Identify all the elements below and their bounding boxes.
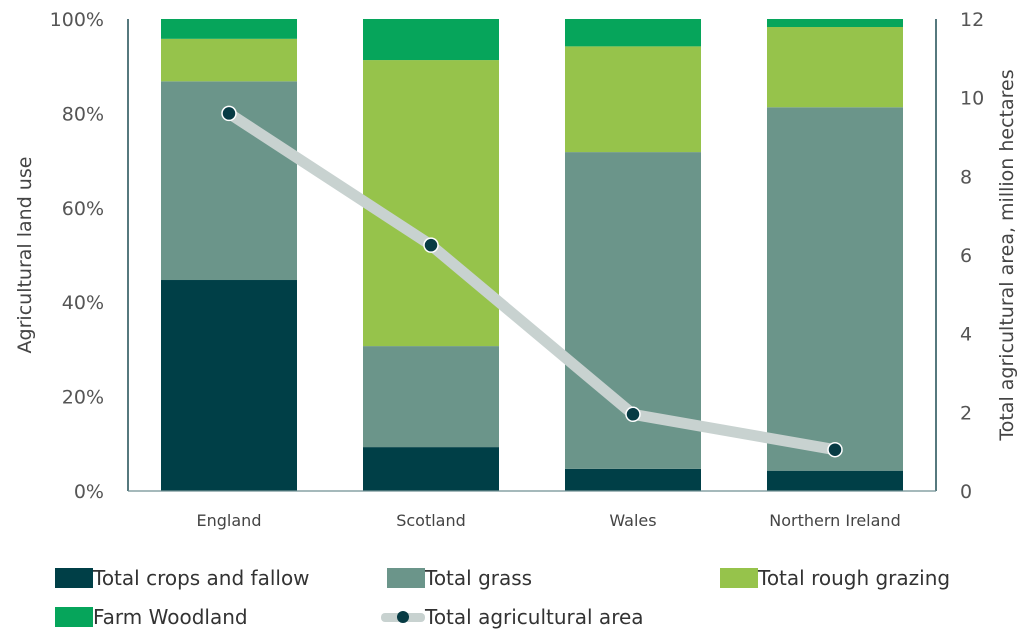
total-area-marker — [827, 441, 843, 458]
left-axis-title: Agricultural land use — [14, 157, 36, 354]
bar-segment — [161, 19, 297, 39]
legend-item: Total rough grazing — [720, 563, 950, 593]
right-tick-label: 2 — [960, 402, 972, 424]
legend-swatch-line — [381, 607, 425, 627]
total-area-marker — [423, 237, 439, 253]
legend-label: Total agricultural area — [425, 605, 644, 629]
legend-label: Farm Woodland — [93, 605, 248, 629]
right-axis-title: Total agricultural area, million hectare… — [996, 69, 1018, 441]
legend-item: Total grass — [387, 563, 532, 593]
bar-segment — [767, 27, 903, 108]
legend: Total crops and fallow Total grass Total… — [55, 560, 1025, 630]
legend-label: Total grass — [425, 566, 533, 590]
legend-label: Total crops and fallow — [93, 566, 310, 590]
right-tick-label: 10 — [960, 88, 984, 110]
bar-segment — [767, 470, 903, 491]
right-tick-label: 0 — [960, 481, 972, 503]
category-label: Wales — [609, 511, 656, 530]
legend-item: Total agricultural area — [381, 602, 644, 632]
legend-item: Total crops and fallow — [55, 563, 310, 593]
left-tick-label: 100% — [50, 9, 104, 31]
right-tick-label: 6 — [960, 245, 972, 267]
total-area-marker — [221, 105, 237, 122]
left-tick-label: 80% — [62, 103, 104, 125]
bar-segment — [767, 107, 903, 471]
bars-layer — [161, 19, 903, 491]
legend-swatch-crops — [55, 568, 93, 588]
legend-marker-icon — [397, 611, 409, 623]
line-layer — [221, 105, 843, 458]
left-tick-label: 20% — [62, 387, 104, 409]
bar-segment — [565, 468, 701, 491]
bar-segment — [363, 19, 499, 61]
category-label: England — [197, 511, 262, 530]
right-tick-label: 4 — [960, 324, 972, 346]
total-area-marker — [625, 406, 641, 423]
legend-item: Farm Woodland — [55, 602, 248, 632]
left-tick-label: 40% — [62, 292, 104, 314]
bar-segment — [363, 346, 499, 448]
axes-layer: England Scotland Wales Northern Ireland0%20… — [50, 9, 985, 530]
right-tick-label: 12 — [960, 9, 984, 31]
category-label: Scotland — [396, 511, 466, 530]
bar-segment — [363, 60, 499, 347]
bar-segment — [565, 19, 701, 47]
left-tick-label: 60% — [62, 198, 104, 220]
left-tick-label: 0% — [74, 481, 104, 503]
bar-segment — [565, 46, 701, 153]
bar-segment — [161, 280, 297, 491]
bar-segment — [363, 447, 499, 491]
bar-segment — [161, 38, 297, 82]
legend-swatch-rough-grazing — [720, 568, 758, 588]
legend-label: Total rough grazing — [758, 566, 951, 590]
chart-svg: England Scotland Wales Northern Ireland0%20… — [14, 9, 1018, 530]
legend-swatch-grass — [387, 568, 425, 588]
legend-swatch-woodland — [55, 607, 93, 627]
bar-segment — [767, 19, 903, 28]
total-area-line — [223, 107, 841, 456]
category-label: Northern Ireland — [769, 511, 900, 530]
right-tick-label: 8 — [960, 166, 972, 188]
